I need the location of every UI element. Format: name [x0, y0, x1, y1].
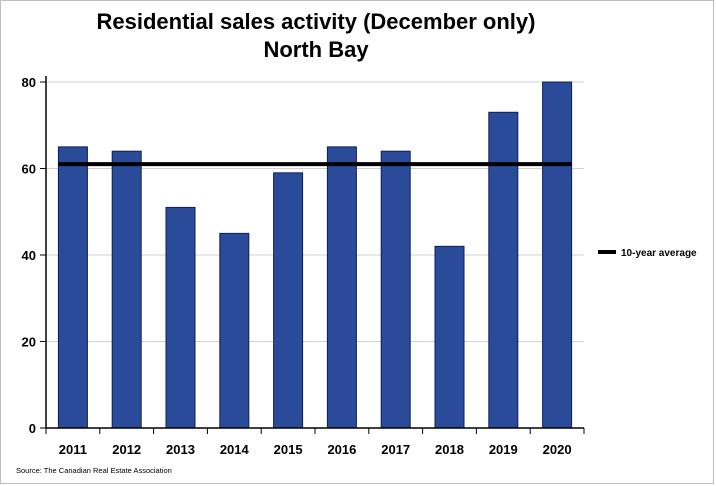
x-tick-label: 2020: [543, 442, 572, 457]
x-tick-label: 2018: [435, 442, 464, 457]
x-tick-label: 2012: [112, 442, 141, 457]
chart-subtitle: North Bay: [263, 37, 369, 62]
bar-2018: [434, 245, 465, 429]
bar-2012: [111, 150, 142, 429]
bar-2013: [165, 206, 196, 429]
x-tick-label: 2011: [59, 442, 87, 457]
legend-label: 10-year average: [621, 248, 697, 259]
bars: [57, 81, 573, 429]
source-note: Source: The Canadian Real Estate Associa…: [16, 466, 172, 475]
x-tick-label: 2013: [166, 442, 195, 457]
chart-title-block: Residential sales activity (December onl…: [0, 8, 632, 64]
y-tick-label: 40: [22, 248, 36, 263]
legend: 10-year average: [598, 248, 697, 259]
bar-2020: [542, 81, 573, 429]
x-tick-label: 2014: [220, 442, 250, 457]
x-tick-label: 2019: [489, 442, 518, 457]
bar-2014: [219, 232, 250, 429]
y-tick-label: 80: [22, 75, 36, 90]
y-tick-labels: 0 20 40 60 80: [22, 75, 46, 436]
x-tick-labels: 2011 2012 2013 2014 2015 2016 2017 2018 2019 2020: [45, 428, 585, 457]
y-tick-label: 60: [22, 162, 36, 177]
bar-2011: [57, 146, 88, 429]
y-tick-label: 20: [22, 335, 36, 350]
bar-2016: [326, 146, 357, 429]
x-tick-label: 2017: [381, 442, 410, 457]
chart-title: Residential sales activity (December onl…: [96, 9, 536, 34]
y-tick-label: 0: [29, 421, 36, 436]
bar-2015: [273, 172, 304, 429]
bar-2019: [488, 111, 519, 429]
x-tick-label: 2015: [274, 442, 303, 457]
bar-2017: [380, 150, 411, 429]
x-tick-label: 2016: [327, 442, 356, 457]
